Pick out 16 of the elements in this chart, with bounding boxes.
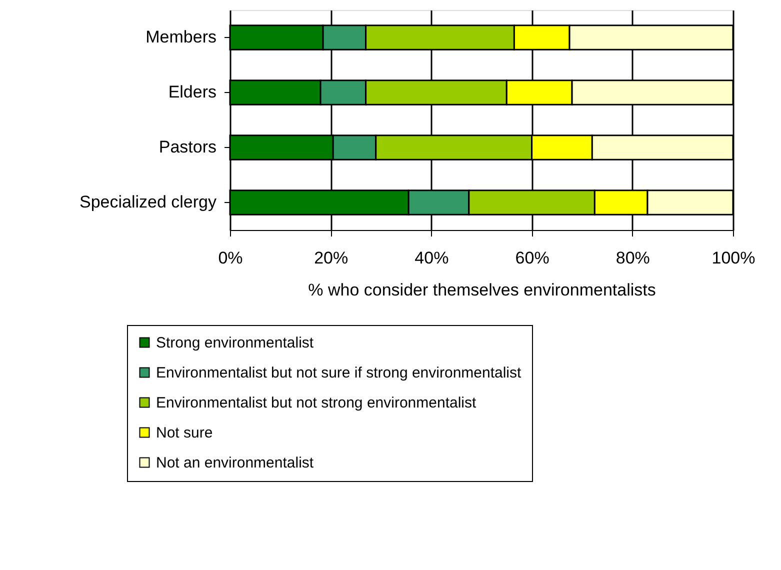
y-tick-label: Pastors (158, 138, 216, 156)
legend-label: Strong environmentalist (156, 334, 314, 352)
legend-label: Not an environmentalist (156, 454, 314, 472)
x-tick-label: 100% (712, 248, 756, 268)
x-tick-label: 40% (414, 248, 449, 268)
y-tick-label: Elders (168, 82, 216, 102)
y-tick-label: Members (146, 28, 216, 46)
x-tick-label: 0% (218, 248, 243, 268)
x-axis-title: % who consider themselves environmentalists (308, 280, 656, 300)
x-tick-label: 20% (314, 248, 348, 268)
x-tick-label: 80% (616, 248, 650, 268)
legend-label: Environmentalist but not strong environmentalist (156, 394, 477, 412)
legend-label: Environmentalist but not sure if strong environmentalist (156, 364, 522, 382)
y-tick-label: Specialized clergy (79, 192, 217, 212)
legend-label: Not sure (156, 424, 213, 442)
x-tick-label: 60% (515, 248, 550, 268)
